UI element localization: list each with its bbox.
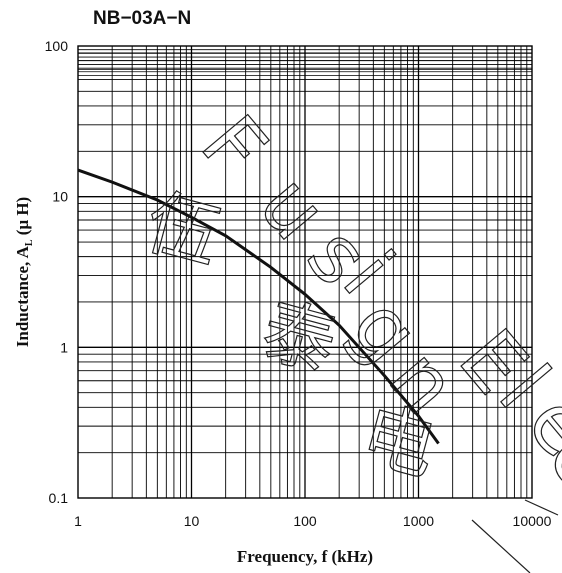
y-axis-label-unit: (μ H) (13, 197, 32, 240)
x-tick-label: 1 (74, 513, 82, 529)
y-tick-label: 10 (52, 189, 68, 205)
watermark-glyph: 伍 (138, 179, 229, 279)
watermark-letter: F (183, 98, 284, 193)
watermark-stroke (471, 499, 559, 573)
y-tick-labels: 0.1 1 10 100 (45, 38, 69, 506)
chart-title: NB−03A−N (93, 8, 191, 29)
series-line (77, 168, 440, 445)
x-tick-label: 1000 (403, 513, 434, 529)
x-tick-label: 10000 (513, 513, 552, 529)
y-axis-label-sub: L (24, 239, 35, 246)
plot-frame (77, 45, 533, 499)
y-axis-label-main: Inductance, A (13, 245, 32, 347)
y-axis-label: Inductance, AL (μ H) (13, 197, 35, 347)
x-tick-label: 10 (184, 513, 200, 529)
x-tick-labels: 1 10 100 1000 10000 (74, 513, 552, 529)
y-tick-label: 1 (60, 339, 68, 355)
watermark-glyph: 电 (354, 391, 445, 491)
x-tick-label: 100 (293, 513, 317, 529)
y-tick-label: 0.1 (49, 490, 69, 506)
y-tick-label: 100 (45, 38, 69, 54)
x-axis-label: Frequency, f (kHz) (237, 547, 373, 566)
grid (78, 46, 532, 498)
watermark: F u s i g n E l e c 伍 泰 电 (137, 98, 562, 573)
